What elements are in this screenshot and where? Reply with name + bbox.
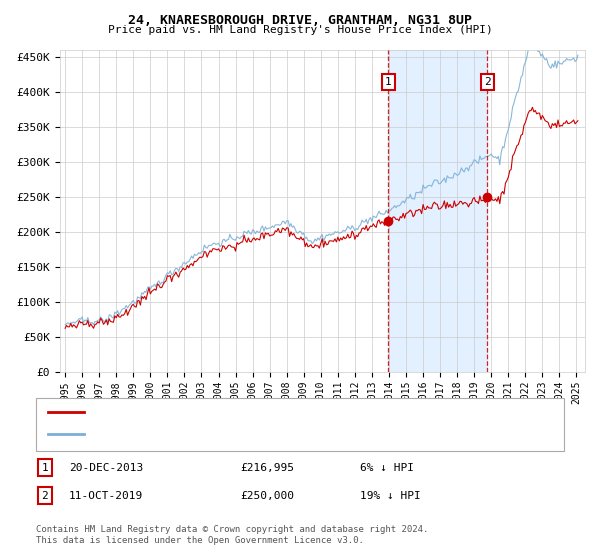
Text: 6% ↓ HPI: 6% ↓ HPI: [360, 463, 414, 473]
Text: £250,000: £250,000: [240, 491, 294, 501]
Text: 2: 2: [41, 491, 49, 501]
Text: 1: 1: [385, 77, 392, 87]
Text: 19% ↓ HPI: 19% ↓ HPI: [360, 491, 421, 501]
Bar: [388, 50, 487, 372]
Text: 1: 1: [41, 463, 49, 473]
Text: 24, KNARESBOROUGH DRIVE, GRANTHAM, NG31 8UP (detached house): 24, KNARESBOROUGH DRIVE, GRANTHAM, NG31 …: [96, 408, 471, 418]
Text: Price paid vs. HM Land Registry's House Price Index (HPI): Price paid vs. HM Land Registry's House …: [107, 25, 493, 35]
Text: 24, KNARESBOROUGH DRIVE, GRANTHAM, NG31 8UP: 24, KNARESBOROUGH DRIVE, GRANTHAM, NG31 …: [128, 14, 472, 27]
Text: Contains HM Land Registry data © Crown copyright and database right 2024.
This d: Contains HM Land Registry data © Crown c…: [36, 525, 428, 545]
Text: HPI: Average price, detached house, South Kesteven: HPI: Average price, detached house, Sout…: [96, 429, 409, 439]
Text: 2: 2: [484, 77, 491, 87]
Text: 20-DEC-2013: 20-DEC-2013: [69, 463, 143, 473]
Text: £216,995: £216,995: [240, 463, 294, 473]
Text: 11-OCT-2019: 11-OCT-2019: [69, 491, 143, 501]
